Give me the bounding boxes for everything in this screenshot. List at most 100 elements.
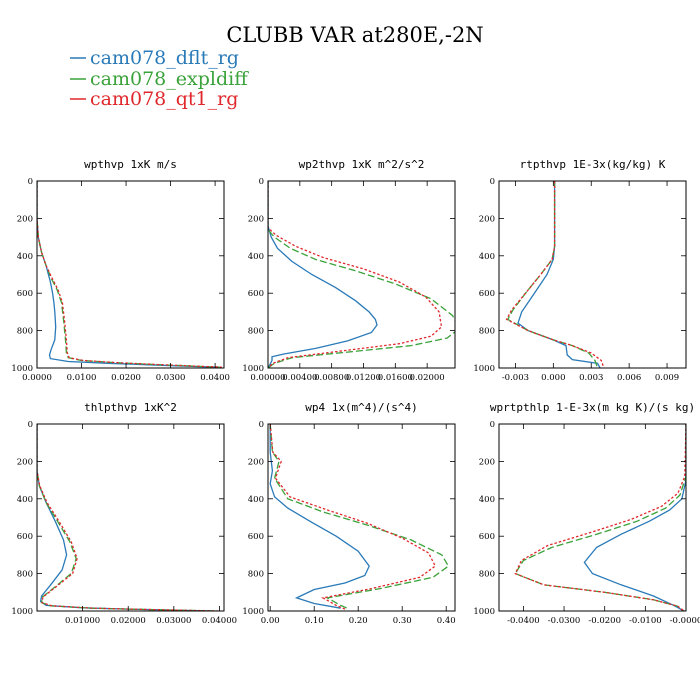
legend-label-expldiff: cam078_expldiff (90, 68, 249, 90)
series-line-cam078_dflt_rg (583, 424, 686, 611)
panel-2: wp2thvp 1xK m^2/s^2 0.000000.004000.00800… (242, 158, 456, 383)
y-tick-label: 200 (17, 457, 33, 467)
x-tick-label: 0.00400 (282, 373, 317, 383)
series-line-cam078_expldiff (37, 181, 220, 368)
series-line-cam078_dflt_rg (268, 181, 378, 368)
x-tick-label: -0.0200 (588, 616, 621, 626)
x-tick-label: 0.000 (541, 373, 565, 383)
y-tick-label: 600 (17, 532, 33, 542)
series-line-cam078_qt1_rg (514, 424, 686, 611)
panel-title: wp2thvp 1xK m^2/s^2 (299, 158, 425, 171)
series-line-cam078_qt1_rg (37, 181, 222, 368)
series-line-cam078_qt1_rg (268, 181, 443, 368)
x-tick-label: 0.0300 (156, 373, 186, 383)
x-tick-label: 0.0000 (22, 373, 52, 383)
y-tick-label: 800 (479, 570, 495, 580)
y-tick-label: 400 (17, 495, 33, 505)
x-tick-label: 0.009 (655, 373, 679, 383)
panel-6: wprtpthlp 1-E-3x(m kg K)/(s kg) -0.0400 -0… (473, 401, 700, 626)
y-tick-label: 1000 (242, 364, 264, 374)
y-tick-label: 800 (248, 327, 264, 337)
x-tick-label: -0.0100 (629, 616, 662, 626)
legend-label-dflt: cam078_dflt_rg (90, 47, 239, 69)
x-tick-label: 0.00800 (314, 373, 349, 383)
legend-label-qt1: cam078_qt1_rg (90, 88, 238, 110)
series-line-cam078_dflt_rg (37, 424, 211, 611)
x-tick-label: 0.003 (579, 373, 603, 383)
y-tick-label: 1000 (11, 364, 33, 374)
series-line-cam078_expldiff (514, 424, 686, 611)
y-tick-label: 0 (28, 420, 33, 430)
x-tick-label: 0.02000 (410, 373, 445, 383)
x-tick-label: 0.02000 (111, 616, 146, 626)
y-tick-label: 0 (490, 177, 495, 187)
series-line-cam078_expldiff (37, 424, 218, 611)
series-line-cam078_dflt_rg (269, 424, 370, 609)
y-tick-label: 1000 (11, 607, 33, 617)
plot-frame (267, 423, 456, 612)
y-tick-label: 1000 (473, 607, 495, 617)
y-tick-label: 200 (248, 214, 264, 224)
panel-title: wprtpthlp 1-E-3x(m kg K)/(s kg) (490, 401, 695, 414)
x-tick-label: 0.10 (305, 616, 324, 626)
series-line-cam078_expldiff (269, 424, 450, 610)
y-tick-label: 600 (248, 289, 264, 299)
x-tick-label: 0.04000 (202, 616, 237, 626)
y-tick-label: 800 (17, 570, 33, 580)
series-line-cam078_qt1_rg (269, 424, 437, 610)
x-tick-label: 0.03000 (156, 616, 191, 626)
x-tick-label: 0.0100 (67, 373, 97, 383)
panel-4: thlpthvp 1xK^2 0.01000 0.02000 0.03000 0.040… (11, 401, 237, 626)
plot-frame (36, 180, 225, 369)
x-tick-label: 0.00000 (250, 373, 285, 383)
legend: cam078_dflt_rg cam078_expldiff cam078_qt… (70, 47, 249, 110)
x-tick-label: -0.0000 (670, 616, 700, 626)
series-line-cam078_dflt_rg (517, 181, 601, 368)
y-tick-label: 0 (259, 420, 264, 430)
series-line-cam078_dflt_rg (37, 181, 216, 368)
x-tick-label: 0.01200 (346, 373, 381, 383)
x-tick-label: 0.01600 (378, 373, 413, 383)
x-tick-label: -0.0300 (548, 616, 581, 626)
y-tick-label: 1000 (242, 607, 264, 617)
y-tick-label: 400 (248, 495, 264, 505)
series-line-cam078_expldiff (268, 181, 455, 368)
series-line-cam078_qt1_rg (505, 181, 605, 368)
y-tick-label: 200 (248, 457, 264, 467)
plot-frame (267, 180, 456, 369)
y-tick-label: 800 (248, 570, 264, 580)
x-tick-label: 0.00 (261, 616, 280, 626)
y-tick-label: 400 (479, 252, 495, 262)
y-tick-label: 200 (17, 214, 33, 224)
x-tick-label: 0.0400 (200, 373, 230, 383)
y-tick-label: 1000 (473, 364, 495, 374)
y-tick-label: 600 (248, 532, 264, 542)
plot-frame (498, 423, 687, 612)
y-tick-label: 0 (490, 420, 495, 430)
panel-title: rtpthvp 1E-3x(kg/kg) K (520, 158, 666, 171)
y-tick-label: 400 (479, 495, 495, 505)
y-tick-label: 200 (479, 214, 495, 224)
x-tick-label: 0.006 (617, 373, 641, 383)
panel-title: wpthvp 1xK m/s (84, 158, 177, 171)
y-tick-label: 600 (479, 532, 495, 542)
plot-frame (498, 180, 687, 369)
panel-1: wpthvp 1xK m/s 0.0000 0.0100 0.0200 0.0300 0.… (11, 158, 230, 383)
y-tick-label: 400 (248, 252, 264, 262)
x-tick-label: 0.0200 (111, 373, 141, 383)
plot-frame (36, 423, 225, 612)
panel-3: rtpthvp 1E-3x(kg/kg) K -0.003 0.000 0.003 0.… (473, 158, 687, 383)
series-line-cam078_qt1_rg (37, 424, 220, 611)
y-tick-label: 0 (259, 177, 264, 187)
figure-title: CLUBB VAR at280E,-2N (226, 23, 483, 47)
y-tick-label: 600 (17, 289, 33, 299)
y-tick-label: 400 (17, 252, 33, 262)
y-tick-label: 600 (479, 289, 495, 299)
x-tick-label: 0.30 (393, 616, 412, 626)
y-tick-label: 0 (28, 177, 33, 187)
panel-title: thlpthvp 1xK^2 (84, 401, 177, 414)
x-tick-label: -0.0400 (507, 616, 540, 626)
y-tick-label: 800 (479, 327, 495, 337)
x-tick-label: 0.01000 (65, 616, 100, 626)
